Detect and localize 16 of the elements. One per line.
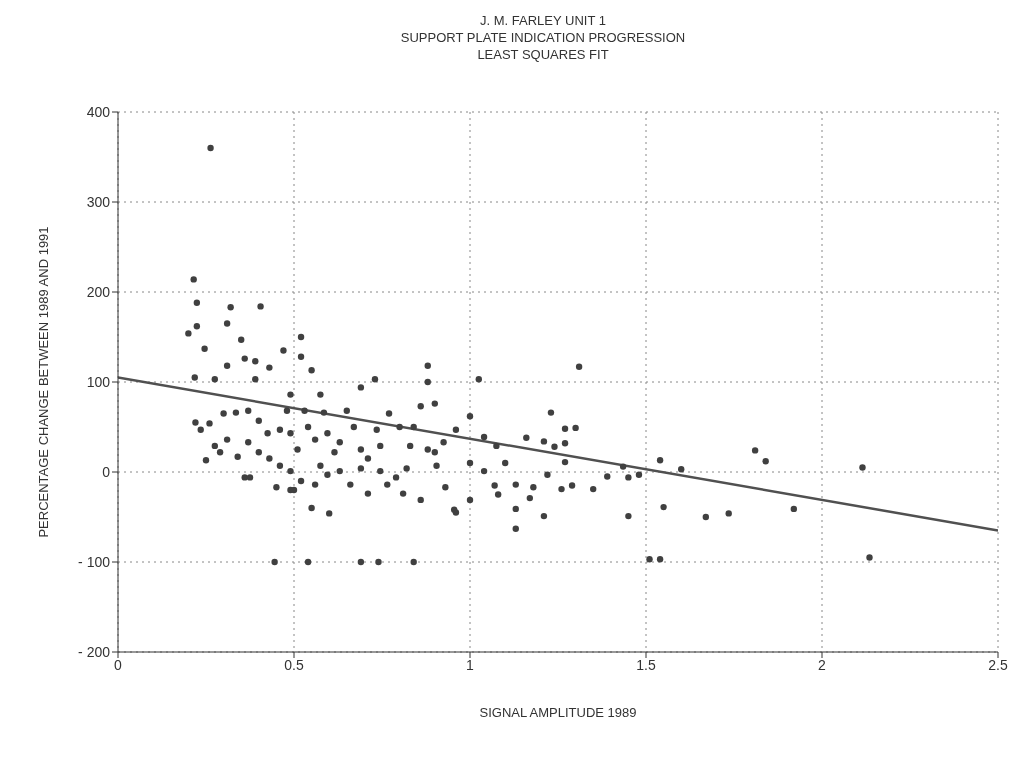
y-tick-label: - 200 [78,643,111,660]
x-tick-label: 1 [466,656,475,673]
x-tick-label: 1.5 [636,656,656,673]
y-tick-label: 400 [86,103,111,120]
y-tick-label: - 100 [78,553,111,570]
y-tick-label: 200 [86,283,111,300]
x-axis-title: SIGNAL AMPLITUDE 1989 [479,705,637,720]
x-tick-label: 0 [114,656,123,673]
x-tick-label: 0.5 [284,656,304,673]
y-axis-title: PERCENTAGE CHANGE BETWEEN 1989 AND 1991 [35,226,51,538]
x-tick-label: 2 [818,656,827,673]
x-tick-label: 2.5 [988,656,1008,673]
y-tick-label: 100 [86,373,111,390]
y-tick-label: 300 [86,193,111,210]
chart-title: J. M. FARLEY UNIT 1 SUPPORT PLATE INDICATION PROGRESSION LEAST SQUARES FIT [399,12,687,63]
y-tick-label: 0 [102,463,111,480]
